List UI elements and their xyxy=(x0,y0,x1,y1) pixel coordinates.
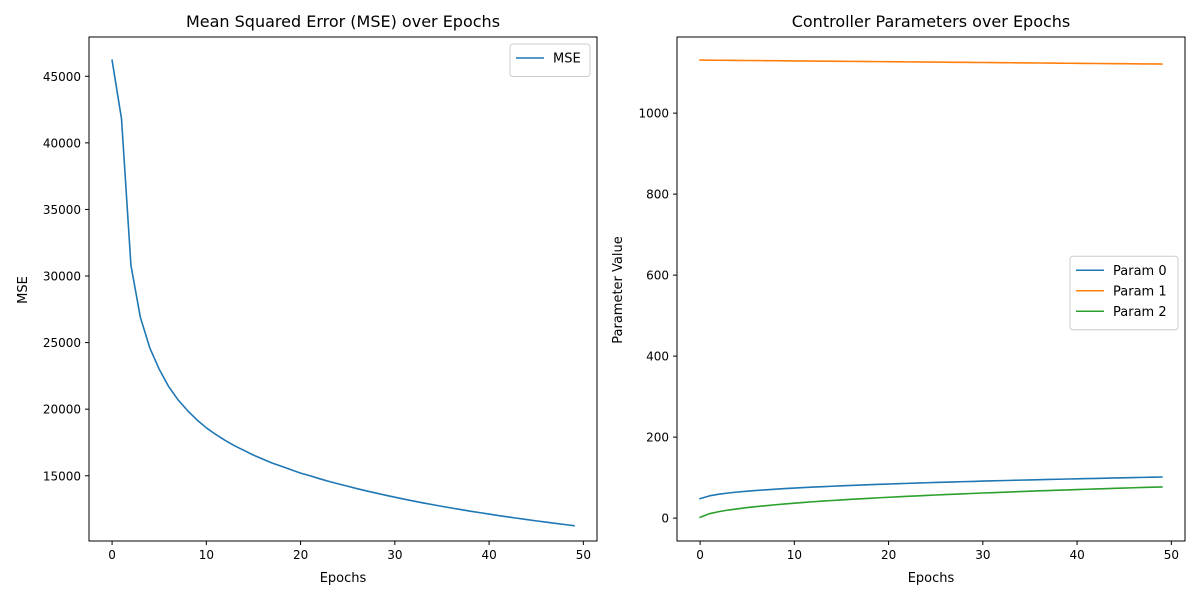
x-tick-label: 10 xyxy=(199,548,214,562)
legend-label: MSE xyxy=(553,52,581,67)
x-tick-label: 10 xyxy=(787,548,802,562)
legend-label: Param 1 xyxy=(1113,284,1167,299)
series-line-param-0 xyxy=(699,476,1163,500)
mse-chart: Mean Squared Error (MSE) over Epochs Epo… xyxy=(16,12,598,586)
y-tick-label: 40000 xyxy=(43,136,81,150)
series-line-param-2 xyxy=(699,486,1163,519)
x-tick-label: 50 xyxy=(576,548,591,562)
x-tick-label: 0 xyxy=(108,548,116,562)
y-axis-label: Parameter Value xyxy=(611,236,626,343)
legend-box xyxy=(509,43,591,77)
y-tick-label: 0 xyxy=(661,512,669,526)
y-tick-label: 35000 xyxy=(43,203,81,217)
x-tick-label: 30 xyxy=(975,548,990,562)
x-tick-label: 20 xyxy=(881,548,896,562)
y-tick-label: 15000 xyxy=(43,469,81,483)
legend-label: Param 2 xyxy=(1113,305,1167,320)
parameters-chart: Controller Parameters over Epochs Epochs… xyxy=(611,12,1186,586)
x-tick-label: 30 xyxy=(387,548,402,562)
x-tick-label: 50 xyxy=(1164,548,1179,562)
y-tick-label: 30000 xyxy=(43,270,81,284)
chart-title: Controller Parameters over Epochs xyxy=(792,12,1071,31)
chart-title: Mean Squared Error (MSE) over Epochs xyxy=(186,12,500,31)
x-axis-label: Epochs xyxy=(908,571,955,586)
legend: Param 0 Param 1 Param 2 xyxy=(1069,255,1179,331)
x-tick-label: 40 xyxy=(1069,548,1084,562)
plot-frame xyxy=(88,36,598,542)
y-tick-label: 800 xyxy=(646,188,669,202)
y-tick-label: 200 xyxy=(646,431,669,445)
y-tick-label: 400 xyxy=(646,350,669,364)
y-tick-label: 20000 xyxy=(43,403,81,417)
legend-label: Param 0 xyxy=(1113,264,1167,279)
x-tick-label: 0 xyxy=(696,548,704,562)
y-tick-label: 45000 xyxy=(43,70,81,84)
y-axis-label: MSE xyxy=(16,276,31,304)
y-tick-label: 600 xyxy=(646,269,669,283)
y-tick-label: 1000 xyxy=(638,107,669,121)
legend: MSE xyxy=(509,43,591,77)
x-tick-label: 40 xyxy=(481,548,496,562)
x-tick-label: 20 xyxy=(293,548,308,562)
plot-frame xyxy=(676,36,1186,542)
series-line-mse xyxy=(111,59,575,527)
x-axis-label: Epochs xyxy=(320,571,367,586)
series-line-param-1 xyxy=(699,59,1163,65)
y-tick-label: 25000 xyxy=(43,336,81,350)
